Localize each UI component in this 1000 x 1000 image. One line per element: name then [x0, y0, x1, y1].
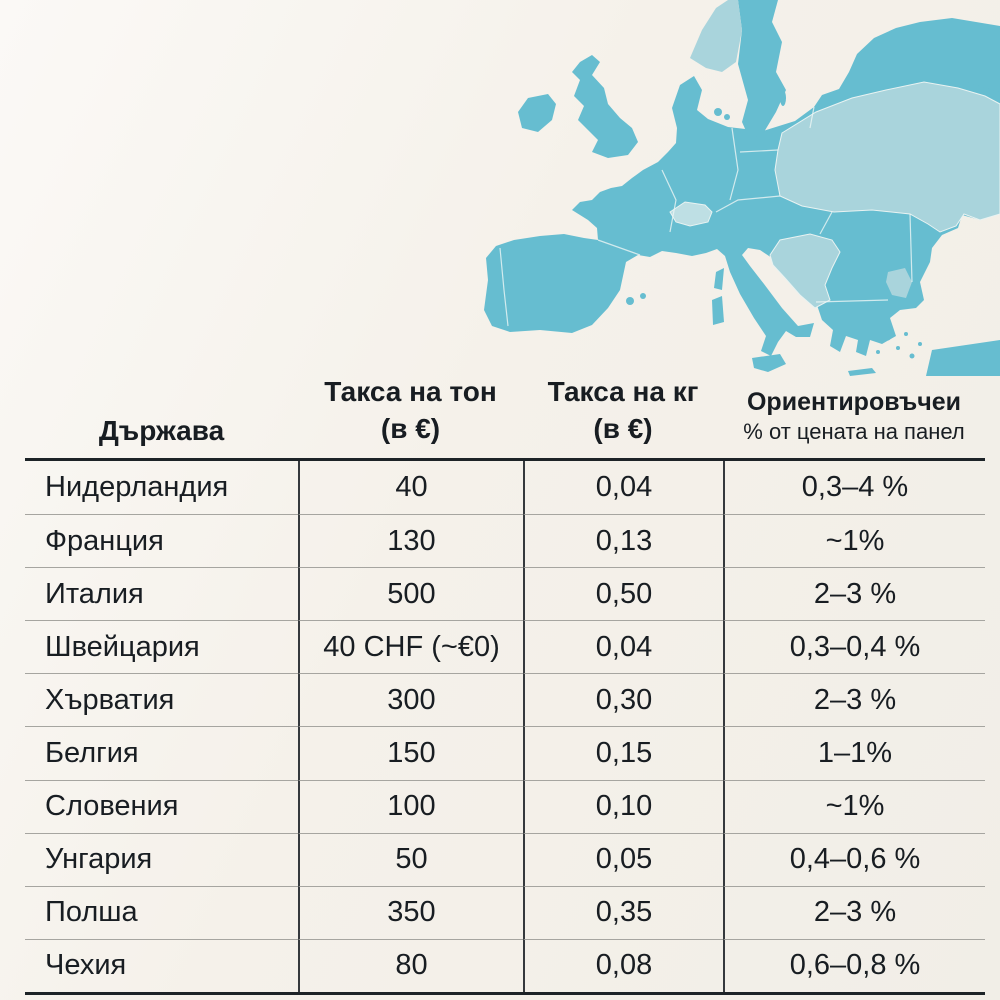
percent-cell: ~1% [723, 779, 985, 833]
fee-per-ton-cell: 40 [298, 461, 523, 515]
map-great-britain [572, 55, 638, 158]
country-cell: Франция [25, 514, 298, 567]
header-fee-per-kg: Такса на кг (в €) [523, 373, 723, 447]
header-percent-of-price: Ориентировъчеи % от цената на панел [723, 387, 985, 447]
country-cell: Италия [25, 567, 298, 620]
fee-per-kg-cell: 0,04 [523, 620, 723, 674]
percent-cell: 0,3–4 % [723, 461, 985, 515]
europe-map [480, 0, 1000, 376]
map-sicily [752, 354, 786, 372]
header-fee-per-kg-line1: Такса на кг [547, 376, 699, 407]
map-ireland [518, 94, 556, 132]
map-aegean-6 [876, 350, 880, 354]
header-fee-per-ton: Такса на тон (в €) [298, 373, 523, 447]
fees-table: Нидерландия 40 0,04 0,3–4 % Франция 130 … [25, 458, 985, 995]
map-internal-borders [499, 106, 913, 327]
fee-per-ton-cell: 40 CHF (~€0) [298, 620, 523, 674]
country-cell: Чехия [25, 938, 298, 992]
fee-per-kg-cell: 0,05 [523, 832, 723, 886]
map-switzerland [669, 201, 713, 227]
fee-per-kg-cell: 0,30 [523, 673, 723, 727]
country-cell: Нидерландия [45, 471, 229, 504]
percent-cell: 2–3 % [723, 673, 985, 727]
europe-map-svg [484, 0, 1000, 376]
country-cell: Полша [25, 885, 298, 939]
fee-per-kg-cell: 0,50 [523, 567, 723, 621]
percent-cell: 1–1% [723, 726, 985, 780]
percent-cell: ~1% [723, 514, 985, 568]
fee-per-ton-cell: 130 [298, 514, 523, 568]
map-crete [848, 368, 876, 376]
percent-cell: 0,6–0,8 % [723, 938, 985, 992]
fee-per-ton-cell: 80 [298, 938, 523, 992]
fee-per-kg-cell: 0,13 [523, 514, 723, 568]
map-balearic-1 [626, 297, 634, 305]
map-sardinia [712, 296, 724, 325]
header-country: Държава [98, 415, 225, 446]
header-fee-per-ton-line1: Такса на тон [324, 376, 497, 407]
map-coastal-wedge [886, 268, 912, 298]
fee-per-ton-cell: 100 [298, 779, 523, 833]
header-fee-per-ton-line2: (в €) [380, 413, 441, 444]
country-cell: Унгария [25, 832, 298, 886]
percent-cell: 0,3–0,4 % [723, 620, 985, 674]
fee-per-ton-cell: 500 [298, 567, 523, 621]
fee-per-ton-cell: 50 [298, 832, 523, 886]
fee-per-kg-cell: 0,04 [523, 461, 723, 515]
fee-per-kg-cell: 0,08 [523, 938, 723, 992]
map-turkey-corner [926, 340, 1000, 376]
map-corsica [714, 268, 724, 290]
map-sweden [738, 0, 786, 140]
header-percent-line1: Ориентировъчеи [746, 388, 961, 416]
fee-per-ton-cell: 350 [298, 885, 523, 939]
map-aegean-2 [896, 346, 900, 350]
country-cell: Хърватия [25, 673, 298, 726]
map-norway [690, 0, 742, 72]
country-cell: Словения [25, 779, 298, 833]
map-danish-isle-2 [724, 114, 730, 120]
map-northeast-blob [948, 20, 1000, 92]
map-aegean-3 [904, 332, 908, 336]
percent-cell: 0,4–0,6 % [723, 832, 985, 886]
header-fee-per-kg-line2: (в €) [593, 413, 653, 444]
country-cell: Швейцария [25, 620, 298, 673]
header-percent-line2: % от цената на панел [743, 419, 965, 444]
fee-per-ton-cell: 150 [298, 726, 523, 780]
map-west-balkans [769, 233, 841, 309]
percent-cell: 2–3 % [723, 567, 985, 621]
map-aegean-5 [918, 342, 922, 346]
map-aegean-1 [885, 335, 891, 341]
fee-per-ton-cell: 300 [298, 673, 523, 727]
percent-cell: 2–3 % [723, 885, 985, 939]
fee-per-kg-cell: 0,10 [523, 779, 723, 833]
fee-per-kg-cell: 0,15 [523, 726, 723, 780]
map-belarus-ukraine [774, 81, 1000, 233]
map-gotland [780, 90, 786, 106]
fee-per-kg-cell: 0,35 [523, 885, 723, 939]
country-cell: Белгия [25, 726, 298, 779]
map-danish-isle-1 [714, 108, 722, 116]
map-aegean-4 [909, 353, 915, 359]
map-balearic-2 [640, 293, 646, 299]
